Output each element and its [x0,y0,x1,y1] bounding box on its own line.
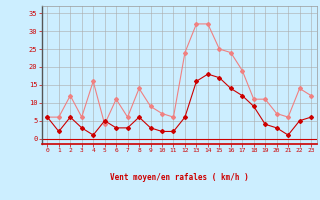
X-axis label: Vent moyen/en rafales ( km/h ): Vent moyen/en rafales ( km/h ) [110,173,249,182]
